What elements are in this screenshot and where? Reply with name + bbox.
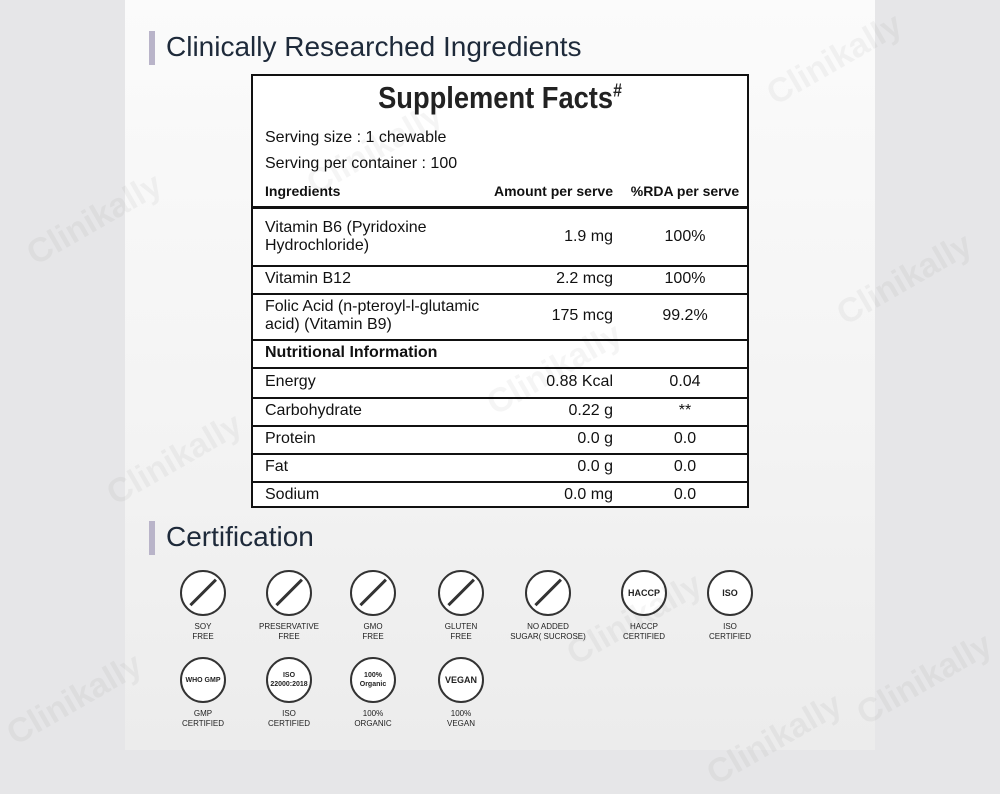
- accent-bar: [149, 31, 155, 65]
- row-name: Vitamin B6 (Pyridoxine Hydrochloride): [265, 219, 427, 254]
- cert-label: FREE: [450, 632, 472, 641]
- row-amount: 0.88 Kcal: [546, 373, 613, 390]
- cert-label: CERTIFIED: [181, 719, 225, 728]
- row-amount: 2.2 mcg: [556, 270, 613, 287]
- cert-label: ORGANIC: [354, 719, 392, 728]
- cert-label: FREE: [192, 632, 214, 641]
- row-rda: 0.04: [669, 373, 701, 390]
- serving-size: Serving size : 1 chewable: [265, 129, 447, 146]
- row-name: Carbohydrate: [265, 402, 362, 419]
- row-amount: 175 mcg: [551, 307, 613, 324]
- cert-icon: ISO 22000:2018: [266, 657, 312, 703]
- cert-icon: [266, 570, 312, 616]
- row-name: Energy: [265, 373, 316, 390]
- row-amount: 1.9 mg: [564, 228, 613, 245]
- cert-label: SUGAR( SUCROSE): [510, 632, 586, 641]
- row-name: Fat: [265, 458, 289, 475]
- cert-label: CERTIFIED: [708, 632, 752, 641]
- row-amount: 0.0 mg: [564, 486, 613, 503]
- column-header: Amount per serve: [493, 183, 613, 199]
- column-header: Ingredients: [265, 183, 341, 199]
- row-rda: 0.0: [673, 430, 697, 447]
- divider: [253, 425, 747, 427]
- nutrition-title: Nutritional Information: [265, 344, 438, 361]
- row-name: Protein: [265, 430, 316, 447]
- row-rda: 100%: [664, 270, 706, 287]
- cert-icon: 100% Organic: [350, 657, 396, 703]
- cert-icon: [525, 570, 571, 616]
- cert-label: GMP: [193, 709, 213, 718]
- cert-label: 100%: [362, 709, 384, 718]
- divider: [253, 481, 747, 483]
- divider: [253, 453, 747, 455]
- divider: [253, 339, 747, 341]
- cert-icon: WHO GMP: [180, 657, 226, 703]
- cert-label: GMO: [363, 622, 383, 631]
- cert-icon: [180, 570, 226, 616]
- cert-label: ISO: [282, 709, 296, 718]
- row-rda: 100%: [664, 228, 706, 245]
- row-rda: 0.0: [673, 458, 697, 475]
- row-rda: 99.2%: [662, 307, 708, 324]
- row-name: Sodium: [265, 486, 320, 503]
- column-header: %RDA per serve: [630, 183, 740, 199]
- title-mark: #: [613, 80, 622, 101]
- cert-label: FREE: [278, 632, 300, 641]
- servings: Serving per container : 100: [265, 155, 458, 172]
- row-amount: 0.0 g: [577, 430, 613, 447]
- divider: [253, 367, 747, 369]
- row-name: Folic Acid (n-pteroyl-l-glutamic acid) (…: [265, 298, 480, 333]
- cert-icon: [350, 570, 396, 616]
- section-title: Clinically Researched Ingredients: [166, 31, 582, 62]
- divider: [253, 206, 747, 209]
- cert-label: VEGAN: [446, 719, 475, 728]
- facts-title-wrap: Supplement Facts#: [283, 80, 718, 116]
- facts-title: Supplement Facts: [378, 80, 614, 115]
- divider: [253, 397, 747, 399]
- page: Clinically Researched Ingredients Supple…: [125, 0, 875, 750]
- accent-bar: [149, 521, 155, 555]
- cert-label: SOY: [194, 622, 212, 631]
- cert-label: NO ADDED: [527, 622, 569, 631]
- cert-slash: [534, 578, 562, 606]
- cert-icon: [438, 570, 484, 616]
- cert-label: GLUTEN: [444, 622, 478, 631]
- cert-label: FREE: [362, 632, 384, 641]
- cert-icon: VEGAN: [438, 657, 484, 703]
- row-rda: **: [678, 402, 692, 419]
- row-name: Vitamin B12: [265, 270, 351, 287]
- supplement-facts: Supplement Facts# Serving size : 1 chewa…: [251, 74, 749, 508]
- cert-slash: [275, 578, 303, 606]
- cert-slash: [359, 578, 387, 606]
- cert-label: PRESERVATIVE: [258, 622, 320, 631]
- row-amount: 0.22 g: [568, 402, 613, 419]
- cert-label: ISO: [723, 622, 737, 631]
- divider: [253, 265, 747, 267]
- cert-icon: ISO: [707, 570, 753, 616]
- cert-label: HACCP: [629, 622, 658, 631]
- divider: [253, 293, 747, 295]
- section-title: Certification: [166, 521, 314, 552]
- cert-label: CERTIFIED: [622, 632, 666, 641]
- row-amount: 0.0 g: [577, 458, 613, 475]
- row-rda: 0.0: [673, 486, 697, 503]
- cert-icon: HACCP: [621, 570, 667, 616]
- cert-slash: [447, 578, 475, 606]
- cert-label: CERTIFIED: [267, 719, 311, 728]
- cert-label: 100%: [450, 709, 472, 718]
- cert-slash: [189, 578, 217, 606]
